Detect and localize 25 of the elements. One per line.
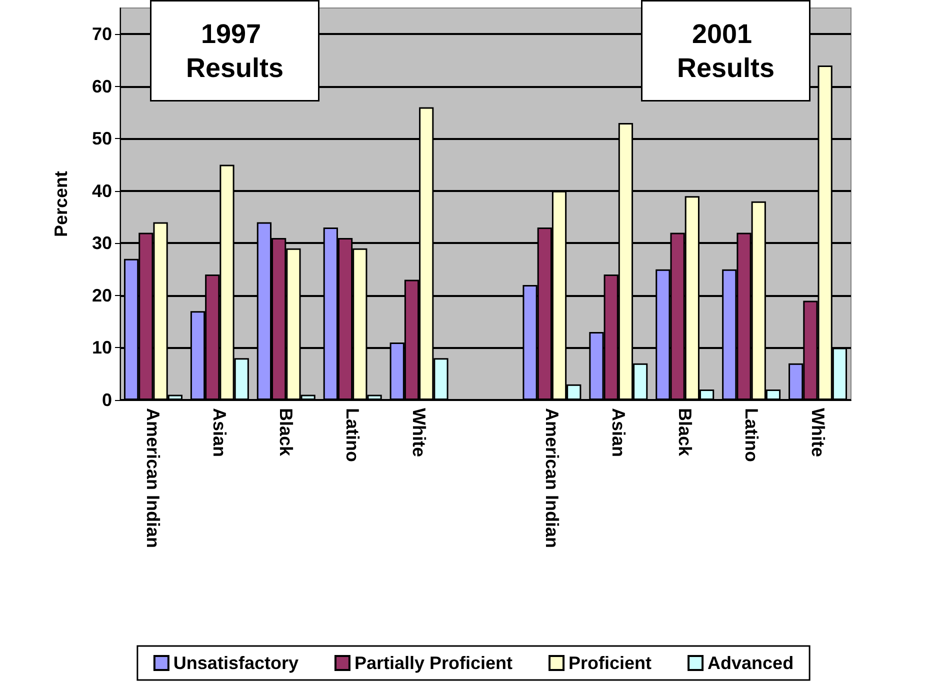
x-tick-label: Asian <box>608 408 628 458</box>
y-tick-label: 10 <box>92 338 112 358</box>
legend-label: Unsatisfactory <box>173 653 298 673</box>
y-tick-label: 0 <box>102 390 112 410</box>
y-tick-label: 60 <box>92 76 112 96</box>
x-tick-label: Black <box>276 408 296 458</box>
x-tick-label: Latino <box>741 408 762 462</box>
y-tick-label: 30 <box>92 233 112 254</box>
annotation: 2001 Results <box>676 18 775 83</box>
annotation: 1997 Results <box>186 18 284 83</box>
legend-label: Advanced <box>708 653 794 673</box>
x-tick-label: American Indian <box>143 408 164 548</box>
y-axis-title: Percent <box>51 170 71 238</box>
y-tick-label: 70 <box>92 24 112 44</box>
x-tick-label: White <box>409 408 430 457</box>
y-tick-label: 20 <box>92 285 112 306</box>
y-tick-label: 40 <box>92 180 112 201</box>
legend-label: Proficient <box>568 653 652 673</box>
legend-label: Partially Proficient <box>354 653 513 673</box>
y-tick-label: 50 <box>92 128 112 149</box>
x-tick-label: White <box>808 408 828 457</box>
x-tick-label: Asian <box>210 408 230 458</box>
x-tick-label: Latino <box>342 408 363 462</box>
x-tick-label: American Indian <box>542 408 562 548</box>
x-tick-label: Black <box>674 408 695 458</box>
